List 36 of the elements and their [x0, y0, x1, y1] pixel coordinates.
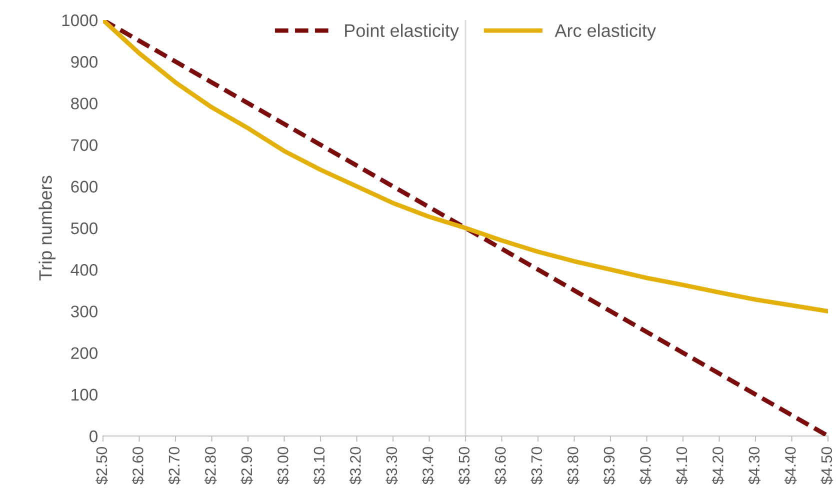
legend-label: Point elasticity	[345, 24, 459, 41]
y-tick-label: 800	[71, 98, 98, 110]
x-tick-label: $2.70	[168, 447, 181, 484]
x-tick-label: $3.80	[566, 447, 580, 484]
y-tick-label: 600	[71, 180, 98, 193]
y-tick-label: 900	[71, 56, 98, 68]
x-tick-label: $2.50	[96, 447, 108, 484]
y-tick-label: 100	[72, 388, 98, 401]
x-tick-label: $2.60	[132, 447, 144, 484]
line-series	[103, 20, 828, 314]
y-tick-label: 700	[71, 139, 98, 152]
x-tick-label: $3.60	[494, 447, 507, 484]
x-tick-label: $3.70	[530, 447, 544, 484]
y-tick-label: 1000	[62, 14, 98, 26]
x-tick-label: $3.40	[422, 447, 434, 484]
y-tick-label: 300	[70, 306, 98, 318]
x-tick-label: $4.10	[676, 447, 688, 484]
x-tick-label: $4.30	[748, 447, 761, 484]
x-tick-label: $3.30	[386, 447, 398, 484]
x-tick-label: $4.40	[784, 447, 797, 484]
x-tick-label: $4.50	[820, 447, 834, 484]
x-tick-label: $3.90	[603, 447, 616, 484]
x-tick-label: $2.90	[240, 447, 254, 484]
y-tick-label: 200	[71, 347, 98, 360]
y-tick-label: 400	[70, 264, 98, 276]
y-tick-label: 0	[90, 430, 98, 442]
x-tick-label: $3.00	[276, 447, 290, 484]
x-tick-label: $2.80	[204, 447, 217, 484]
y-axis-title: Trip numbers	[38, 176, 56, 280]
x-tick-label: $4.20	[712, 447, 724, 484]
legend-label: Arc elasticity	[554, 24, 656, 41]
x-tick-label: $3.20	[349, 447, 362, 484]
x-tick-label: $3.10	[313, 447, 326, 484]
x-tick-label: $3.50	[458, 447, 471, 484]
y-tick-label: 500	[71, 222, 98, 234]
x-tick-label: $4.00	[639, 447, 652, 484]
